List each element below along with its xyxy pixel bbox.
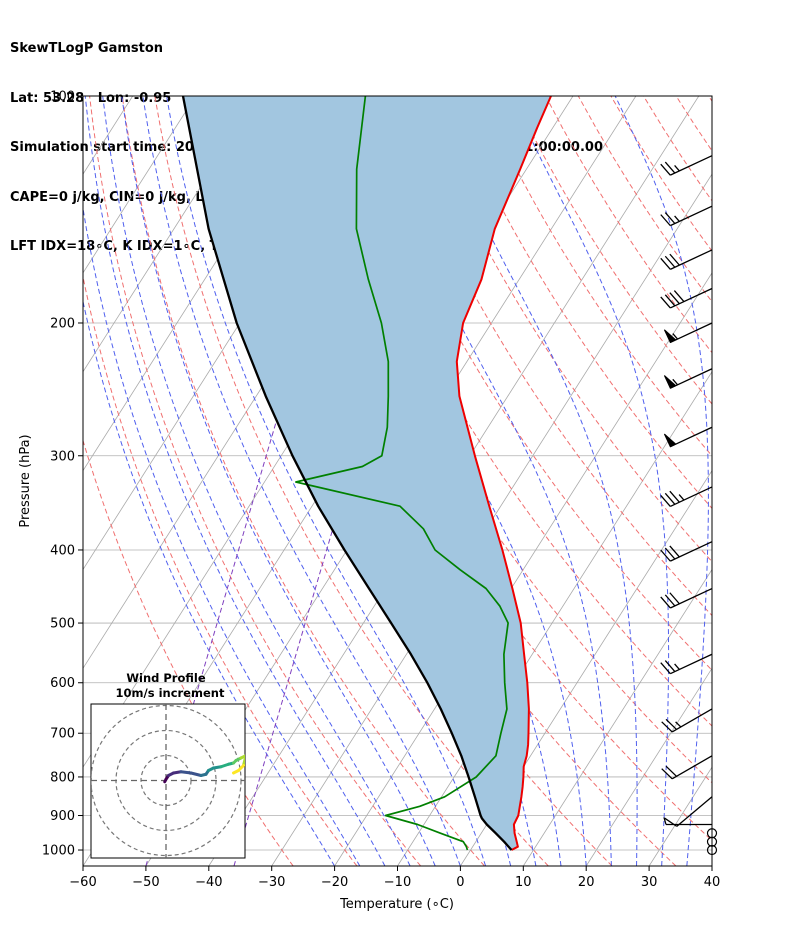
hodograph-segment xyxy=(189,771,203,777)
dry-adiabat xyxy=(774,96,794,866)
dry-adiabat xyxy=(83,438,294,866)
dry-adiabat xyxy=(675,96,712,152)
wind-barb xyxy=(660,486,713,508)
isotherm xyxy=(334,272,712,866)
wind-barb xyxy=(660,205,713,227)
wind-barb xyxy=(660,249,713,270)
y-tick-label: 200 xyxy=(50,316,75,331)
dry-adiabat xyxy=(349,96,712,671)
y-tick-label: 1000 xyxy=(42,844,75,859)
dewpoint-profile xyxy=(295,96,509,851)
wind-barb xyxy=(660,541,713,562)
x-tick-label: 0 xyxy=(456,875,464,890)
hodograph-segment xyxy=(232,769,240,775)
wind-barb xyxy=(663,817,712,826)
x-tick-label: −30 xyxy=(258,875,285,890)
hodograph-segment xyxy=(239,754,245,760)
x-tick-label: 40 xyxy=(704,875,721,890)
moist-adiabat xyxy=(142,96,461,866)
wind-barb xyxy=(664,796,713,827)
location-line: Lat: 53.28 Lon: -0.95 xyxy=(10,90,172,106)
isotherm xyxy=(522,568,712,866)
y-tick-label: 600 xyxy=(50,676,75,691)
isotherm xyxy=(0,96,70,866)
isotherm xyxy=(83,96,259,373)
y-tick-label: 900 xyxy=(50,809,75,824)
y-tick-label: 500 xyxy=(50,617,75,632)
x-tick-label: 10 xyxy=(515,875,532,890)
dry-adiabat xyxy=(480,96,712,457)
isotherm xyxy=(648,766,712,866)
y-tick-label: 400 xyxy=(50,543,75,558)
isotherm xyxy=(711,865,712,866)
wind-profile-title: Wind Profile xyxy=(126,671,206,685)
wind-barb xyxy=(660,287,713,309)
y-tick-label: 300 xyxy=(50,449,75,464)
cin-shading xyxy=(183,96,551,850)
moist-adiabat xyxy=(102,96,411,866)
x-tick-label: −50 xyxy=(132,875,159,890)
y-tick-label: 700 xyxy=(50,727,75,742)
wind-barb xyxy=(663,368,713,389)
temperature-profile xyxy=(455,96,552,851)
x-tick-label: 30 xyxy=(641,875,658,890)
wind-barb xyxy=(661,708,713,733)
wind-barb xyxy=(660,587,713,609)
isotherm xyxy=(271,173,712,866)
dry-adiabat xyxy=(545,96,712,354)
moist-adiabat xyxy=(83,205,361,866)
moist-adiabat xyxy=(711,861,712,866)
dry-adiabat xyxy=(89,96,422,866)
dry-adiabat xyxy=(83,274,358,866)
moist-adiabat xyxy=(121,96,436,866)
hodograph-segment xyxy=(242,754,245,767)
dry-adiabat xyxy=(252,96,712,842)
wind-profile-subtitle: 10m/s increment xyxy=(116,686,225,700)
dry-adiabat xyxy=(741,96,794,866)
y-tick-label: 800 xyxy=(50,770,75,785)
moist-adiabat xyxy=(83,299,336,866)
y-tick-label: 100 xyxy=(50,90,75,105)
dry-adiabat xyxy=(610,96,712,252)
wind-barb xyxy=(660,155,713,176)
moist-adiabat xyxy=(166,96,487,866)
x-tick-label: −20 xyxy=(321,875,348,890)
isotherm xyxy=(460,469,712,866)
moist-adiabat xyxy=(614,96,709,866)
wind-barb xyxy=(663,426,713,448)
x-tick-label: 20 xyxy=(578,875,595,890)
x-axis-label: Temperature (∘C) xyxy=(339,897,454,912)
dry-adiabat xyxy=(708,96,712,102)
moist-adiabat xyxy=(426,96,638,866)
wind-barb xyxy=(661,755,713,780)
moist-adiabat xyxy=(84,96,386,866)
x-tick-label: −60 xyxy=(69,875,96,890)
isotherm xyxy=(585,667,712,866)
isotherm xyxy=(83,96,196,274)
dry-adiabat xyxy=(447,96,712,510)
y-axis-label: Pressure (hPa) xyxy=(18,434,33,527)
x-tick-label: −10 xyxy=(384,875,411,890)
dry-adiabat xyxy=(577,96,712,303)
parcel-profile xyxy=(181,96,513,851)
wind-barb xyxy=(660,653,713,675)
hodograph-segment xyxy=(179,770,193,775)
x-tick-label: −40 xyxy=(195,875,222,890)
dry-adiabat xyxy=(512,96,712,405)
chart-title: SkewTLogP Gamston xyxy=(10,41,164,56)
wind-barb xyxy=(663,322,713,344)
